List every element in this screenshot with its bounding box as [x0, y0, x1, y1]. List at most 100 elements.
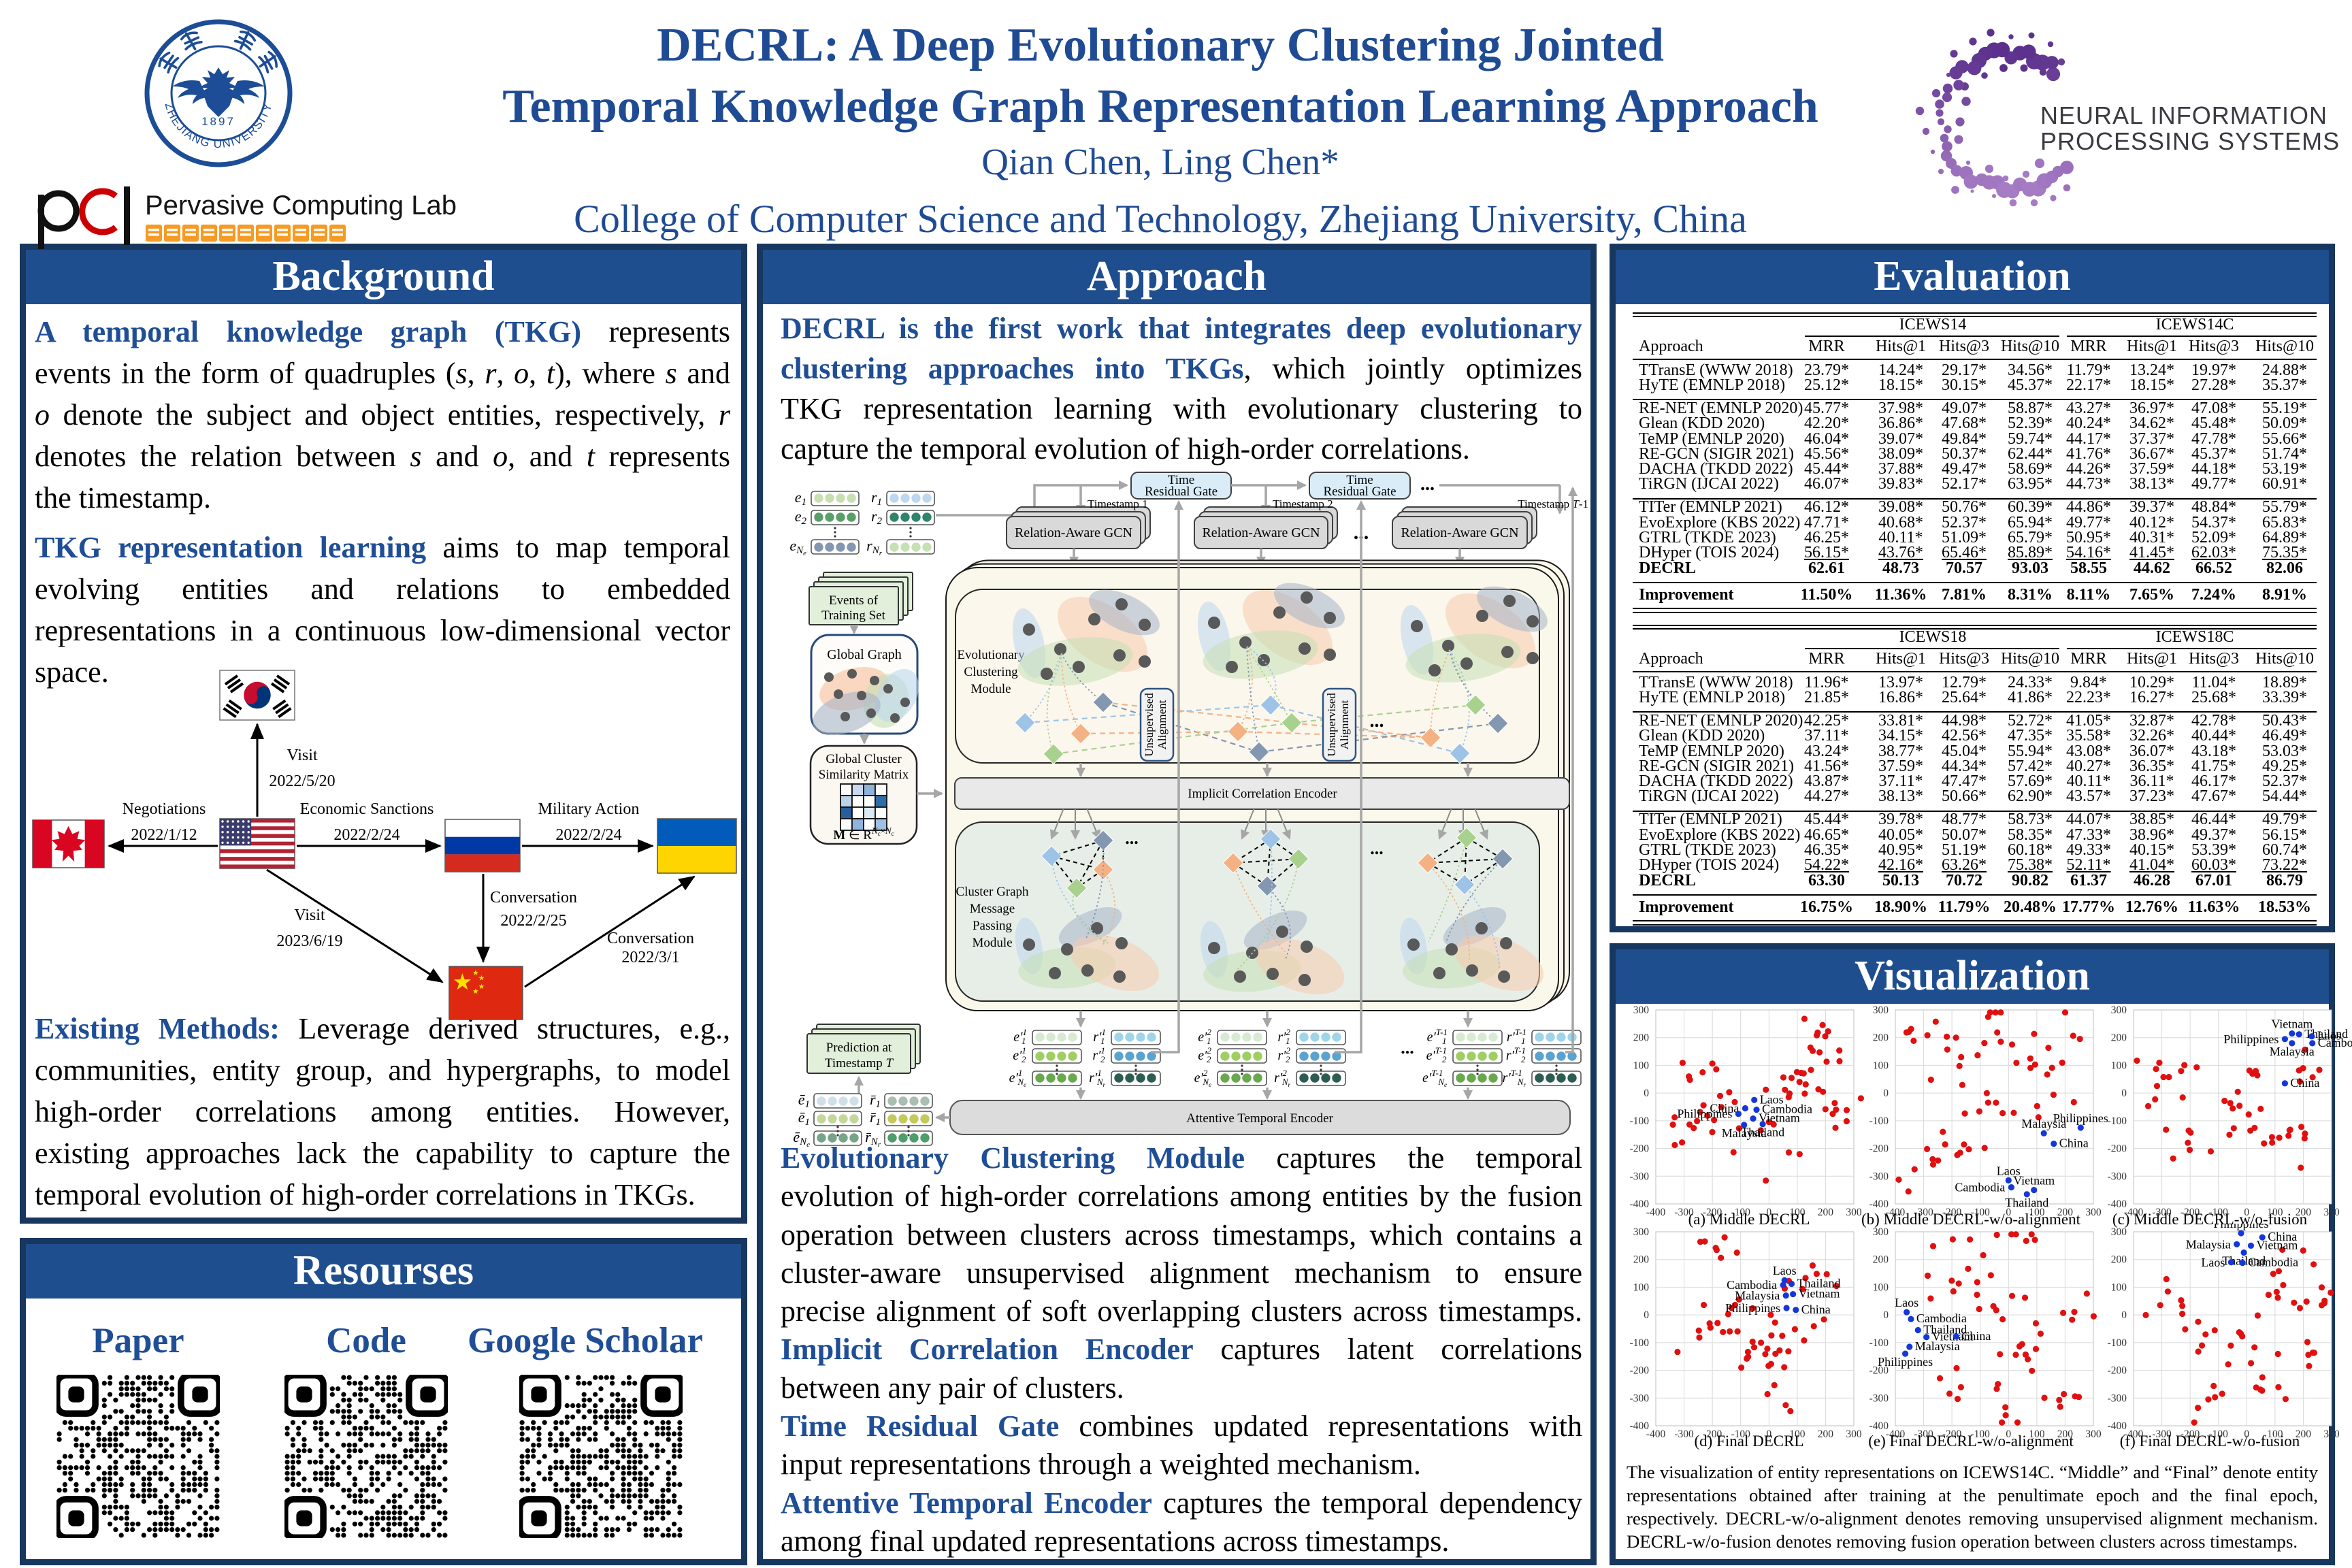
- svg-text:PROCESSING SYSTEMS: PROCESSING SYSTEMS: [2040, 127, 2340, 155]
- svg-text:Time: Time: [1168, 473, 1194, 487]
- svg-text:r′2Nr: r′2 Nr: [1274, 1068, 1290, 1088]
- svg-text:r′12: r′1 2: [1092, 1045, 1105, 1064]
- svg-text:r′22: r′2 2: [1277, 1045, 1290, 1064]
- svg-text:200: 200: [2296, 1207, 2312, 1218]
- svg-text:Attentive Temporal Encoder: Attentive Temporal Encoder: [1186, 1111, 1333, 1126]
- svg-text:Vietnam: Vietnam: [1799, 1287, 1840, 1301]
- svg-text:Passing: Passing: [973, 919, 1013, 933]
- svg-text:-100: -100: [1731, 1428, 1750, 1440]
- svg-text:100: 100: [2111, 1060, 2127, 1071]
- svg-text:Timestamp T: Timestamp T: [825, 1056, 894, 1071]
- svg-text:Cambodia: Cambodia: [1955, 1181, 2005, 1194]
- svg-text:e′11: e′1 1: [1013, 1027, 1026, 1046]
- svg-text:0: 0: [1883, 1309, 1889, 1321]
- svg-text:-200: -200: [2180, 1428, 2200, 1440]
- svg-text:100: 100: [1789, 1428, 1806, 1440]
- svg-text:Global Cluster: Global Cluster: [826, 752, 902, 766]
- svg-text:-400: -400: [1886, 1428, 1906, 1440]
- svg-text:0: 0: [1883, 1088, 1889, 1099]
- svg-text:200: 200: [2296, 1428, 2312, 1440]
- svg-text:-100: -100: [1970, 1428, 1990, 1440]
- svg-text:2022/2/24: 2022/2/24: [555, 826, 621, 844]
- svg-text:Implicit Correlation Encoder: Implicit Correlation Encoder: [1188, 787, 1337, 801]
- svg-text:e′22: e′2 2: [1198, 1045, 1211, 1064]
- svg-text:-200: -200: [2108, 1365, 2127, 1377]
- svg-text:eNe: eNe: [789, 537, 806, 557]
- svg-text:-300: -300: [1674, 1428, 1694, 1440]
- svg-text:r′T-12: r′T-1 2: [1506, 1045, 1526, 1064]
- svg-text:r′T-11: r′T-1 1: [1507, 1027, 1526, 1046]
- svg-text:Message: Message: [970, 902, 1015, 916]
- svg-text:Thailand: Thailand: [2005, 1196, 2048, 1209]
- svg-text:e′T-1Ne: e′T-1 Ne: [1422, 1068, 1447, 1088]
- svg-text:r′21: r′2 1: [1277, 1027, 1290, 1046]
- svg-text:Malaysia: Malaysia: [2021, 1117, 2066, 1130]
- svg-text:-400: -400: [1630, 1420, 1650, 1432]
- svg-text:-200: -200: [2180, 1207, 2200, 1218]
- svg-text:0: 0: [2006, 1428, 2011, 1440]
- svg-text:e1: e1: [795, 489, 806, 508]
- svg-text:-300: -300: [2152, 1207, 2172, 1218]
- svg-text:100: 100: [2111, 1281, 2127, 1293]
- svg-text:Visit: Visit: [287, 747, 318, 764]
- svg-text:r′11: r′1 1: [1093, 1027, 1105, 1046]
- svg-text:200: 200: [1818, 1207, 1834, 1218]
- svg-text:-200: -200: [1869, 1143, 1889, 1155]
- svg-text:Timestamp 2: Timestamp 2: [1273, 497, 1333, 510]
- svg-text:China: China: [2059, 1137, 2089, 1150]
- svg-text:Unsupervised: Unsupervised: [1143, 693, 1156, 757]
- svg-text:2022/2/24: 2022/2/24: [333, 826, 399, 844]
- svg-text:Laos: Laos: [2201, 1256, 2225, 1269]
- svg-text:Conversation: Conversation: [607, 930, 694, 947]
- svg-text:Malaysia: Malaysia: [2186, 1237, 2231, 1251]
- svg-text:Relation-Aware GCN: Relation-Aware GCN: [1401, 525, 1518, 540]
- svg-text:1897: 1897: [201, 115, 235, 128]
- svg-text:Cambodia: Cambodia: [2248, 1256, 2298, 1269]
- svg-text:100: 100: [1633, 1281, 1650, 1293]
- svg-text:Malaysia: Malaysia: [1735, 1289, 1780, 1303]
- svg-text:-200: -200: [1942, 1207, 1962, 1218]
- svg-text:-400: -400: [2108, 1198, 2127, 1210]
- svg-text:0: 0: [2121, 1309, 2127, 1321]
- svg-text:Cambodia: Cambodia: [1762, 1102, 1812, 1116]
- svg-text:-300: -300: [2152, 1428, 2172, 1440]
- svg-text:e2: e2: [795, 508, 807, 527]
- svg-text:200: 200: [1873, 1254, 1889, 1266]
- svg-text:-200: -200: [1942, 1428, 1962, 1440]
- svg-text:0: 0: [1766, 1428, 1771, 1440]
- svg-text:-300: -300: [1630, 1171, 1650, 1182]
- svg-text:300: 300: [1846, 1428, 1862, 1440]
- svg-text:2022/5/20: 2022/5/20: [269, 772, 335, 790]
- svg-text:300: 300: [1633, 1226, 1650, 1238]
- svg-text:r′T-1Nr: r′T-1 Nr: [1503, 1068, 1526, 1088]
- svg-text:-400: -400: [2124, 1428, 2144, 1440]
- svg-text:0: 0: [1644, 1309, 1649, 1321]
- svg-text:Prediction at: Prediction at: [826, 1041, 892, 1055]
- svg-text:-400: -400: [1646, 1428, 1666, 1440]
- svg-text:...: ...: [1420, 474, 1435, 495]
- svg-text:Evolutionary: Evolutionary: [957, 648, 1025, 662]
- svg-text:Time: Time: [1346, 473, 1373, 487]
- svg-text:100: 100: [1873, 1060, 1889, 1071]
- svg-text:100: 100: [2029, 1428, 2045, 1440]
- svg-text:-300: -300: [1630, 1392, 1650, 1404]
- svg-text:ē1: ē1: [798, 1109, 810, 1128]
- svg-text:Cambodia: Cambodia: [2318, 1036, 2352, 1049]
- svg-text:...: ...: [1401, 1038, 1414, 1058]
- svg-text:Pervasive Computing Lab: Pervasive Computing Lab: [145, 191, 457, 220]
- svg-text:2022/3/1: 2022/3/1: [621, 949, 679, 966]
- svg-text:Vietnam: Vietnam: [1932, 1330, 1974, 1343]
- svg-text:Alignment: Alignment: [1338, 700, 1351, 749]
- svg-text:Timestamp T-1: Timestamp T-1: [1518, 497, 1588, 510]
- svg-text:-100: -100: [2208, 1207, 2228, 1218]
- svg-text:-400: -400: [2124, 1207, 2144, 1218]
- svg-text:...: ...: [1125, 828, 1139, 848]
- svg-text:Global Graph: Global Graph: [827, 647, 901, 662]
- svg-text:e′12: e′1 2: [1013, 1045, 1026, 1064]
- svg-text:Thailand: Thailand: [1797, 1277, 1841, 1290]
- svg-text:Laos: Laos: [2317, 1029, 2341, 1043]
- svg-text:200: 200: [1633, 1032, 1650, 1044]
- svg-text:r̄Nr: r̄Nr: [865, 1128, 881, 1149]
- svg-text:Laos: Laos: [1760, 1092, 1784, 1106]
- svg-text:e′1Ne: e′1 Ne: [1009, 1068, 1026, 1088]
